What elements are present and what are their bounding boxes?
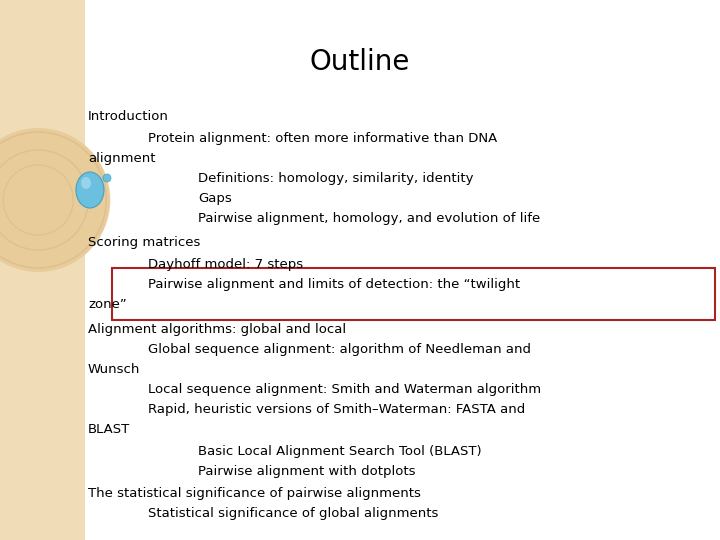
Text: Scoring matrices: Scoring matrices xyxy=(88,236,200,249)
Text: Statistical significance of global alignments: Statistical significance of global align… xyxy=(148,507,438,520)
Text: Pairwise alignment, homology, and evolution of life: Pairwise alignment, homology, and evolut… xyxy=(198,212,540,225)
Text: Rapid, heuristic versions of Smith–Waterman: FASTA and: Rapid, heuristic versions of Smith–Water… xyxy=(148,403,526,416)
Text: alignment: alignment xyxy=(88,152,156,165)
Text: Outline: Outline xyxy=(310,48,410,76)
Ellipse shape xyxy=(81,177,91,189)
Text: Pairwise alignment and limits of detection: the “twilight: Pairwise alignment and limits of detecti… xyxy=(148,278,520,291)
Text: Introduction: Introduction xyxy=(88,110,169,123)
Text: Gaps: Gaps xyxy=(198,192,232,205)
Text: Wunsch: Wunsch xyxy=(88,363,140,376)
Text: Definitions: homology, similarity, identity: Definitions: homology, similarity, ident… xyxy=(198,172,474,185)
Bar xyxy=(0,0,85,540)
Circle shape xyxy=(103,174,111,182)
Text: The statistical significance of pairwise alignments: The statistical significance of pairwise… xyxy=(88,487,421,500)
Text: BLAST: BLAST xyxy=(88,423,130,436)
Text: Local sequence alignment: Smith and Waterman algorithm: Local sequence alignment: Smith and Wate… xyxy=(148,383,541,396)
Text: Pairwise alignment with dotplots: Pairwise alignment with dotplots xyxy=(198,465,415,478)
Text: Global sequence alignment: algorithm of Needleman and: Global sequence alignment: algorithm of … xyxy=(148,343,531,356)
Text: Protein alignment: often more informative than DNA: Protein alignment: often more informativ… xyxy=(148,132,498,145)
Text: Alignment algorithms: global and local: Alignment algorithms: global and local xyxy=(88,323,346,336)
Text: Dayhoff model: 7 steps: Dayhoff model: 7 steps xyxy=(148,258,303,271)
Text: zone”: zone” xyxy=(88,298,127,311)
FancyBboxPatch shape xyxy=(0,0,77,60)
Text: Basic Local Alignment Search Tool (BLAST): Basic Local Alignment Search Tool (BLAST… xyxy=(198,445,482,458)
Ellipse shape xyxy=(76,172,104,208)
Bar xyxy=(112,268,715,320)
Circle shape xyxy=(0,128,110,272)
